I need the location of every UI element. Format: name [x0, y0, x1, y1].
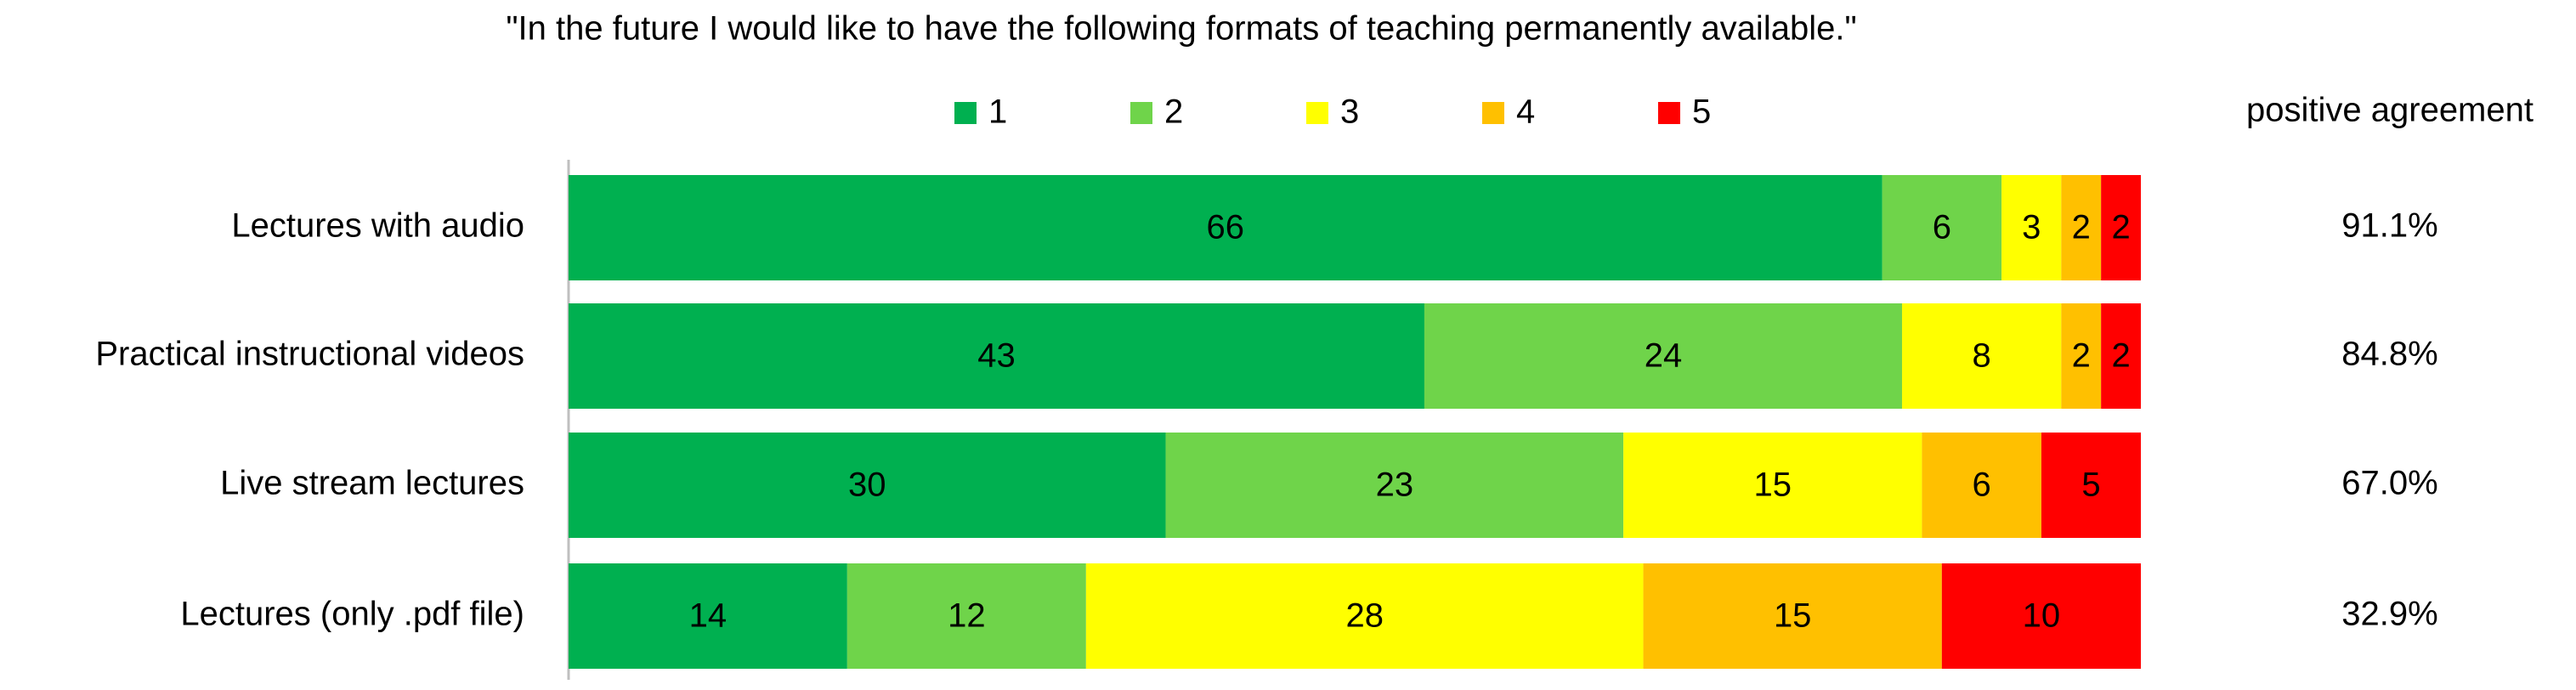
bar-segment	[2101, 175, 2141, 280]
legend-label: 4	[1516, 93, 1535, 131]
legend-label: 5	[1692, 93, 1711, 131]
category-label: Lectures with audio	[231, 207, 524, 245]
category-label: Lectures (only .pdf file)	[180, 596, 524, 633]
agreement-title: positive agreement	[2246, 92, 2534, 129]
data-label: 28	[1345, 597, 1384, 635]
bar-segment	[1623, 433, 1922, 538]
data-label: 6	[1933, 209, 1951, 246]
legend-swatch	[1130, 102, 1152, 124]
legend-swatch	[1658, 102, 1680, 124]
data-label: 43	[977, 337, 1016, 375]
bar-segment	[569, 433, 1166, 538]
bar-segment	[2061, 303, 2102, 409]
bar-segment	[1643, 563, 1942, 669]
agreement-label: 67.0%	[2341, 465, 2437, 502]
agreement-label: 91.1%	[2341, 207, 2437, 245]
data-label: 15	[1754, 467, 1792, 504]
bar-segment	[1882, 175, 2002, 280]
legend-swatch	[954, 102, 977, 124]
bar-segment	[2041, 433, 2141, 538]
data-label: 24	[1645, 337, 1683, 375]
data-label: 2	[2111, 209, 2130, 246]
data-label: 2	[2072, 209, 2091, 246]
legend-label: 2	[1164, 93, 1183, 131]
category-label: Practical instructional videos	[95, 336, 524, 373]
data-label: 66	[1207, 209, 1245, 246]
agreement-label: 32.9%	[2341, 596, 2437, 633]
bar-segment	[1424, 303, 1902, 409]
bar-segment	[1085, 563, 1644, 669]
data-label: 10	[2023, 597, 2061, 635]
data-label: 3	[2022, 209, 2041, 246]
bar-segment	[2001, 175, 2062, 280]
data-label: 23	[1376, 467, 1414, 504]
data-label: 14	[689, 597, 728, 635]
bar-segment	[1922, 433, 2041, 538]
bar-segment	[2061, 175, 2102, 280]
data-label: 5	[2081, 467, 2100, 504]
data-label: 6	[1973, 467, 1991, 504]
data-label: 2	[2111, 337, 2130, 375]
data-label: 2	[2072, 337, 2091, 375]
legend-label: 3	[1340, 93, 1359, 131]
chart-title: "In the future I would like to have the …	[506, 10, 1856, 48]
agreement-label: 84.8%	[2341, 336, 2437, 373]
bar-segment	[569, 563, 847, 669]
legend-label: 1	[988, 93, 1007, 131]
bar-segment	[1165, 433, 1624, 538]
legend-swatch	[1482, 102, 1504, 124]
category-label: Live stream lectures	[220, 465, 524, 502]
data-label: 30	[848, 467, 886, 504]
bar-segment	[2101, 303, 2141, 409]
bar-segment	[846, 563, 1086, 669]
bar-segment	[1901, 303, 2062, 409]
bar-segment	[569, 175, 1882, 280]
bar-segment	[1941, 563, 2141, 669]
data-label: 8	[1973, 337, 1991, 375]
data-label: 15	[1774, 597, 1812, 635]
data-label: 12	[948, 597, 986, 635]
bar-segment	[569, 303, 1424, 409]
legend-swatch	[1306, 102, 1328, 124]
